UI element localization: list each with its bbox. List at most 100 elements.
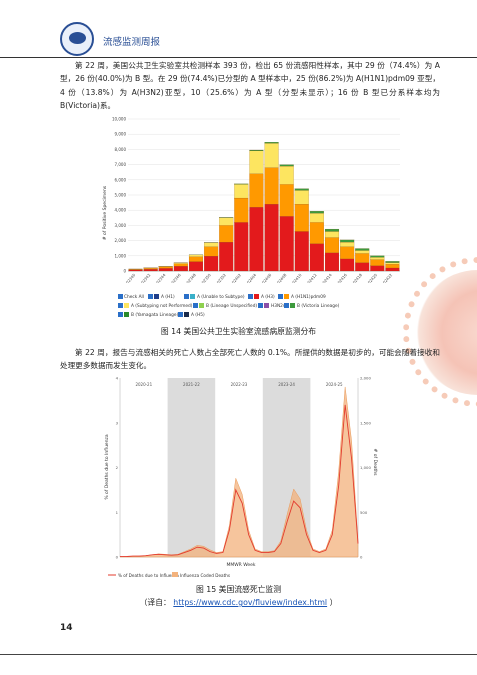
bar-segment (143, 268, 158, 270)
x-tick-label: 202346 (169, 272, 183, 283)
checkbox-icon[interactable] (118, 303, 123, 308)
y-tick-label: 3 (116, 420, 119, 425)
source-link[interactable]: https://www.cdc.gov/fluview/index.html (173, 598, 328, 607)
bar-segment (385, 264, 400, 269)
legend-item[interactable]: A (H5) (178, 312, 205, 318)
y-tick-label: 0 (116, 555, 119, 560)
bar-segment (173, 266, 188, 272)
bar-segment (385, 262, 400, 265)
legend-item[interactable]: A (H1) (148, 294, 175, 300)
checkbox-icon[interactable] (193, 303, 198, 308)
y-tick-label: 1 (116, 510, 119, 515)
bar-segment (355, 253, 370, 263)
bar-segment (249, 150, 264, 174)
season-label: 2022-23 (231, 382, 248, 387)
legend-label: B (Lineage Unspecified) (206, 304, 258, 309)
bar-segment (324, 237, 340, 253)
x-tick-label: 202352 (214, 272, 228, 283)
x-tick-label: 202408 (274, 272, 288, 283)
legend-item[interactable]: H3N2v (258, 303, 285, 309)
legend-swatch (184, 312, 189, 317)
bar-segment (355, 248, 370, 251)
bar-segment (385, 261, 400, 263)
y2-tick-label: 1,000 (360, 465, 371, 470)
bar-segment (279, 166, 294, 185)
bar-segment (340, 239, 355, 243)
legend-swatch (284, 294, 289, 299)
legend-item[interactable]: B (Yamagata Lineage) (118, 312, 178, 318)
y2-tick-label: 1,500 (360, 420, 371, 425)
legend-item[interactable]: A (Unable to Subtype) (184, 294, 245, 300)
bar-segment (324, 231, 340, 238)
legend-item[interactable]: A (H3) (248, 294, 275, 300)
legend-swatch (124, 312, 129, 317)
x-tick-label: 202342 (138, 272, 152, 283)
y-tick-label: 4 (116, 376, 119, 381)
bar-segment (188, 254, 204, 257)
legend-item[interactable]: B (Victoria Lineage) (284, 303, 339, 309)
legend-swatch (124, 303, 129, 308)
legend-swatch (254, 294, 259, 299)
y-tick-label: 8,000 (115, 147, 127, 152)
checkbox-icon[interactable] (248, 294, 253, 299)
bar-segment (264, 204, 279, 272)
legend-item[interactable]: B (Lineage Unspecified) (193, 303, 257, 309)
legend-swatch (190, 294, 195, 299)
bar-segment (324, 252, 340, 272)
legend-item[interactable]: A (Subtyping not Performed) (118, 303, 192, 309)
checkbox-icon[interactable] (148, 294, 153, 299)
figure15-chart: 2020-21 2021-22 2022-23 2023-24 2024-25 0 0 1 5… (104, 376, 378, 579)
season-label: 2023-24 (278, 382, 295, 387)
checkbox-icon[interactable] (284, 303, 289, 308)
checkbox-icon[interactable] (178, 312, 183, 317)
figure15-ylabel: % of Deaths due to Influenza (104, 434, 110, 500)
legend-coded-deaths: Influenza Coded Deaths (180, 573, 230, 578)
x-tick-label: 202410 (289, 272, 303, 283)
percent-deaths-line (120, 404, 359, 558)
checkbox-icon[interactable] (258, 303, 263, 308)
legend-label: B (Victoria Lineage) (297, 304, 340, 309)
x-tick-label: 202350 (199, 272, 213, 283)
season-label: 2020-21 (135, 382, 152, 387)
x-tick-label: 202412 (305, 272, 319, 283)
bar-segment (279, 216, 294, 272)
legend-item[interactable]: A (H1N1)pdm09 (278, 294, 326, 300)
legend-swatch (199, 303, 204, 308)
bar-segment (279, 164, 294, 167)
bar-segment (219, 217, 234, 226)
checkbox-icon[interactable] (118, 294, 123, 299)
x-tick-label: 202344 (153, 272, 167, 283)
legend-label: A (H1) (161, 295, 175, 300)
footer-divider (0, 654, 477, 655)
virus-illustration (395, 225, 477, 445)
source-suffix: ） (329, 598, 338, 607)
y-tick-label: 10,000 (112, 117, 126, 122)
checkbox-icon[interactable] (118, 312, 123, 317)
y-tick-label: 1,000 (115, 253, 127, 258)
bar-segment (370, 255, 385, 258)
y2-tick-label: 500 (360, 510, 368, 515)
intro-paragraph: 第 22 周，美国公共卫生实验室共检测样本 393 份，检出 65 份流感阳性样… (60, 61, 440, 110)
bar-segment (294, 190, 309, 205)
bar-segment (340, 258, 355, 272)
y-tick-label: 9,000 (115, 132, 127, 137)
bar-segment (294, 204, 309, 232)
y-tick-label: 6,000 (115, 177, 127, 182)
page-number: 14 (60, 623, 73, 633)
legend-label: A (Subtyping not Performed) (131, 304, 193, 309)
figure14-caption: 图 14 美国公共卫生实验室流感病原监测分布 (160, 327, 317, 336)
figure14-ylabel: # of Positive Specimens (102, 185, 108, 240)
bar-segment (309, 243, 324, 272)
bar-segment (264, 142, 279, 144)
bar-segment (204, 246, 219, 257)
checkbox-icon[interactable] (278, 294, 283, 299)
x-tick-label: 202418 (350, 272, 364, 283)
bar-segment (128, 269, 143, 270)
checkbox-icon[interactable] (184, 294, 189, 299)
y-tick-label: 0 (123, 269, 126, 274)
bar-segment (128, 269, 143, 272)
bar-segment (370, 257, 385, 260)
legend-label: A (Unable to Subtype) (197, 295, 245, 300)
x-tick-label: 202340 (123, 272, 137, 283)
legend-item[interactable]: Check All (118, 294, 144, 300)
